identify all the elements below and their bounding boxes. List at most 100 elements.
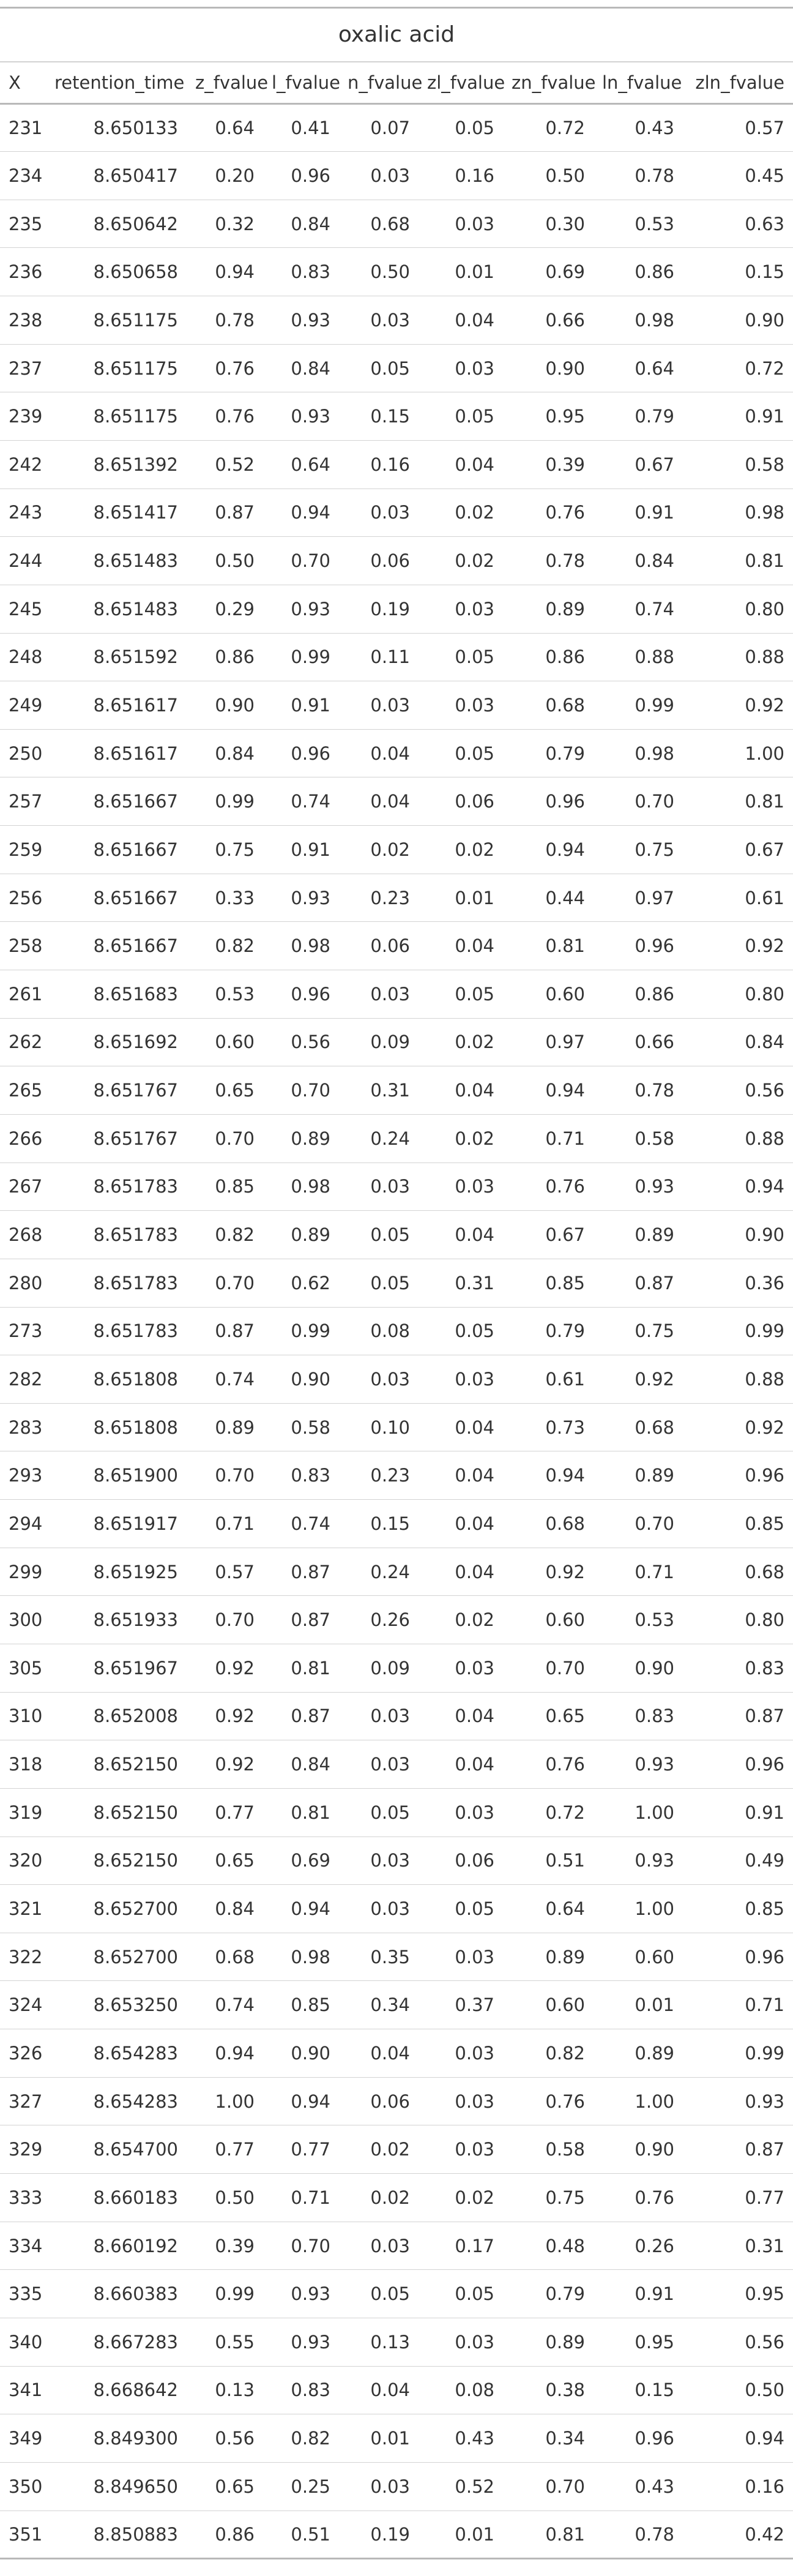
cell-zn-fvalue: 0.92 bbox=[503, 1548, 594, 1597]
cell-zn-fvalue: 0.58 bbox=[503, 2125, 594, 2174]
cell-zl-fvalue: 0.01 bbox=[419, 2510, 503, 2560]
cell-retention-time: 8.660183 bbox=[46, 2173, 187, 2222]
cell-z-fvalue: 0.76 bbox=[187, 392, 263, 441]
table-row: 267 8.651783 0.85 0.98 0.03 0.03 0.76 0.93 0.94 bbox=[0, 1163, 793, 1211]
cell-zln-fvalue: 0.92 bbox=[683, 681, 793, 730]
cell-zn-fvalue: 0.70 bbox=[503, 1644, 594, 1693]
cell-ln-fvalue: 0.74 bbox=[594, 585, 683, 634]
cell-x: 283 bbox=[0, 1403, 46, 1452]
cell-z-fvalue: 0.90 bbox=[187, 681, 263, 730]
cell-retention-time: 8.651900 bbox=[46, 1451, 187, 1500]
cell-zl-fvalue: 0.02 bbox=[419, 536, 503, 585]
cell-zln-fvalue: 0.99 bbox=[683, 2029, 793, 2078]
cell-ln-fvalue: 0.89 bbox=[594, 1451, 683, 1500]
cell-zl-fvalue: 0.03 bbox=[419, 344, 503, 393]
cell-ln-fvalue: 0.96 bbox=[594, 2414, 683, 2463]
cell-ln-fvalue: 0.58 bbox=[594, 1114, 683, 1163]
cell-zln-fvalue: 0.90 bbox=[683, 296, 793, 345]
cell-x: 257 bbox=[0, 777, 46, 826]
cell-retention-time: 8.650417 bbox=[46, 151, 187, 200]
cell-n-fvalue: 0.03 bbox=[339, 2462, 419, 2511]
cell-ln-fvalue: 0.90 bbox=[594, 2125, 683, 2174]
cell-n-fvalue: 0.16 bbox=[339, 440, 419, 489]
cell-ln-fvalue: 0.43 bbox=[594, 103, 683, 152]
cell-zl-fvalue: 0.16 bbox=[419, 151, 503, 200]
cell-l-fvalue: 0.70 bbox=[263, 1066, 339, 1115]
column-header-n-fvalue: n_fvalue bbox=[339, 61, 422, 105]
cell-zl-fvalue: 0.02 bbox=[419, 1595, 503, 1644]
cell-n-fvalue: 0.05 bbox=[339, 1259, 419, 1308]
cell-l-fvalue: 0.94 bbox=[263, 489, 339, 537]
cell-ln-fvalue: 1.00 bbox=[594, 1884, 683, 1933]
cell-l-fvalue: 0.98 bbox=[263, 1163, 339, 1211]
cell-zl-fvalue: 0.03 bbox=[419, 681, 503, 730]
cell-n-fvalue: 0.09 bbox=[339, 1644, 419, 1693]
cell-zl-fvalue: 0.03 bbox=[419, 1355, 503, 1404]
cell-retention-time: 8.651667 bbox=[46, 921, 187, 971]
cell-x: 237 bbox=[0, 344, 46, 393]
cell-zn-fvalue: 0.72 bbox=[503, 103, 594, 152]
cell-zln-fvalue: 0.94 bbox=[683, 1163, 793, 1211]
cell-x: 350 bbox=[0, 2462, 46, 2511]
table-row: 340 8.667283 0.55 0.93 0.13 0.03 0.89 0.95 0.56 bbox=[0, 2318, 793, 2367]
cell-retention-time: 8.652008 bbox=[46, 1692, 187, 1741]
cell-zl-fvalue: 0.06 bbox=[419, 1837, 503, 1885]
cell-x: 300 bbox=[0, 1595, 46, 1644]
cell-n-fvalue: 0.04 bbox=[339, 2366, 419, 2415]
cell-l-fvalue: 0.70 bbox=[263, 536, 339, 585]
cell-zn-fvalue: 0.60 bbox=[503, 1595, 594, 1644]
cell-retention-time: 8.652700 bbox=[46, 1884, 187, 1933]
cell-l-fvalue: 0.84 bbox=[263, 200, 339, 249]
cell-zn-fvalue: 0.67 bbox=[503, 1210, 594, 1259]
cell-retention-time: 8.651783 bbox=[46, 1163, 187, 1211]
cell-l-fvalue: 0.98 bbox=[263, 1933, 339, 1982]
cell-zln-fvalue: 0.88 bbox=[683, 633, 793, 682]
cell-z-fvalue: 0.50 bbox=[187, 2173, 263, 2222]
cell-z-fvalue: 0.99 bbox=[187, 2269, 263, 2318]
cell-n-fvalue: 0.03 bbox=[339, 1692, 419, 1741]
cell-zln-fvalue: 0.87 bbox=[683, 1692, 793, 1741]
cell-l-fvalue: 0.74 bbox=[263, 777, 339, 826]
cell-zl-fvalue: 0.06 bbox=[419, 777, 503, 826]
cell-x: 239 bbox=[0, 392, 46, 441]
cell-x: 265 bbox=[0, 1066, 46, 1115]
cell-x: 326 bbox=[0, 2029, 46, 2078]
table-row: 231 8.650133 0.64 0.41 0.07 0.05 0.72 0.43 0.57 bbox=[0, 103, 793, 152]
cell-ln-fvalue: 0.93 bbox=[594, 1837, 683, 1885]
cell-zln-fvalue: 0.58 bbox=[683, 440, 793, 489]
cell-ln-fvalue: 0.68 bbox=[594, 1403, 683, 1452]
cell-n-fvalue: 0.03 bbox=[339, 151, 419, 200]
cell-l-fvalue: 0.93 bbox=[263, 392, 339, 441]
table-row: 262 8.651692 0.60 0.56 0.09 0.02 0.97 0.66 0.84 bbox=[0, 1018, 793, 1067]
cell-ln-fvalue: 0.95 bbox=[594, 2318, 683, 2367]
cell-z-fvalue: 0.74 bbox=[187, 1355, 263, 1404]
cell-l-fvalue: 0.87 bbox=[263, 1692, 339, 1741]
cell-n-fvalue: 0.05 bbox=[339, 1788, 419, 1837]
cell-zn-fvalue: 0.78 bbox=[503, 536, 594, 585]
table-row: 310 8.652008 0.92 0.87 0.03 0.04 0.65 0.83 0.87 bbox=[0, 1692, 793, 1741]
cell-x: 305 bbox=[0, 1644, 46, 1693]
cell-x: 299 bbox=[0, 1548, 46, 1597]
cell-zln-fvalue: 0.36 bbox=[683, 1259, 793, 1308]
cell-z-fvalue: 0.64 bbox=[187, 103, 263, 152]
cell-l-fvalue: 0.84 bbox=[263, 1740, 339, 1789]
cell-zn-fvalue: 0.64 bbox=[503, 1884, 594, 1933]
table-row: 351 8.850883 0.86 0.51 0.19 0.01 0.81 0.78 0.42 bbox=[0, 2510, 793, 2560]
cell-zln-fvalue: 0.16 bbox=[683, 2462, 793, 2511]
table-row: 334 8.660192 0.39 0.70 0.03 0.17 0.48 0.26 0.31 bbox=[0, 2222, 793, 2271]
cell-zl-fvalue: 0.03 bbox=[419, 2077, 503, 2126]
column-header-retention-time: retention_time bbox=[46, 61, 187, 105]
cell-zl-fvalue: 0.04 bbox=[419, 440, 503, 489]
cell-zn-fvalue: 0.96 bbox=[503, 777, 594, 826]
cell-l-fvalue: 0.71 bbox=[263, 2173, 339, 2222]
cell-x: 250 bbox=[0, 729, 46, 778]
cell-n-fvalue: 0.23 bbox=[339, 1451, 419, 1500]
cell-zl-fvalue: 0.31 bbox=[419, 1259, 503, 1308]
cell-x: 324 bbox=[0, 1980, 46, 2030]
cell-z-fvalue: 0.65 bbox=[187, 1837, 263, 1885]
cell-l-fvalue: 0.94 bbox=[263, 1884, 339, 1933]
cell-zl-fvalue: 0.03 bbox=[419, 1644, 503, 1693]
cell-zl-fvalue: 0.05 bbox=[419, 970, 503, 1019]
cell-zln-fvalue: 0.98 bbox=[683, 489, 793, 537]
